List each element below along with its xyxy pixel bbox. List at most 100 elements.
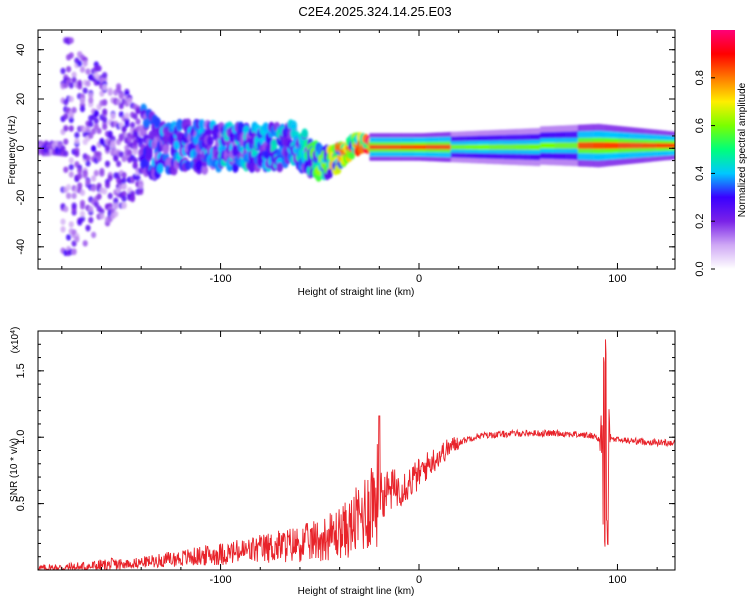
spectrogram-band-cell bbox=[470, 144, 473, 150]
spectrogram-cell bbox=[66, 192, 72, 199]
spectrogram-cell bbox=[102, 108, 108, 115]
spectrogram-band-cell bbox=[417, 144, 420, 150]
spectrogram-cell bbox=[66, 66, 72, 73]
spectrogram-cell bbox=[77, 182, 83, 189]
spectrogram-cell bbox=[154, 117, 161, 128]
spectrogram-cell bbox=[135, 107, 141, 115]
spectrogram-band-cell bbox=[615, 142, 618, 149]
snr-plot-area bbox=[38, 331, 675, 570]
spectrogram-cell bbox=[93, 201, 99, 208]
colorbar-tick-label: 0.0 bbox=[694, 261, 706, 276]
spectrogram-cell bbox=[77, 79, 83, 87]
spectrogram-cell bbox=[96, 182, 102, 190]
spectrogram-band-cell bbox=[484, 144, 487, 150]
spectrogram-cell bbox=[68, 116, 74, 124]
spectrogram-cell bbox=[104, 145, 111, 152]
spectrogram-band-cell bbox=[401, 144, 404, 150]
spectrogram-band-cell bbox=[478, 144, 481, 150]
spectrogram-cell bbox=[118, 151, 124, 158]
spectrogram-cell bbox=[129, 121, 136, 129]
spectrogram-band-cell bbox=[494, 144, 497, 150]
spectrogram-cell bbox=[74, 137, 80, 145]
spectrogram-cell bbox=[231, 146, 239, 157]
spectrogram-cell bbox=[121, 195, 127, 202]
spectrogram-cell bbox=[88, 97, 94, 104]
spectrogram-band-cell bbox=[526, 144, 529, 150]
spectrogram-cell bbox=[63, 205, 69, 213]
spectrogram-band-cell bbox=[557, 142, 561, 149]
spectrogram-band-cell bbox=[423, 144, 426, 150]
spectrogram-cell bbox=[138, 188, 144, 195]
spectrogram-band-cell bbox=[530, 144, 533, 150]
snr-panel: -100 0 100 0.5 1.0 1.5 Height of straight li… bbox=[9, 327, 676, 597]
spectrogram-cell bbox=[96, 127, 102, 135]
spectrogram-cell bbox=[88, 120, 94, 128]
spectrogram-band-cell bbox=[631, 142, 634, 149]
spectrogram-band-cell bbox=[563, 142, 567, 149]
spectrogram-cell bbox=[206, 136, 214, 146]
x-tick-label: 0 bbox=[416, 574, 422, 586]
spectrogram-band-cell bbox=[528, 144, 531, 150]
spectrogram-band-cell bbox=[413, 144, 416, 150]
spectrogram-cell bbox=[85, 126, 91, 133]
spectrogram-cell bbox=[124, 121, 130, 128]
spectrogram-cell bbox=[79, 203, 86, 210]
spectrogram-band-cell bbox=[381, 144, 384, 150]
spectrogram-cell bbox=[102, 99, 108, 106]
spectrogram-cell bbox=[96, 193, 102, 200]
spectrogram-band-cell bbox=[575, 142, 578, 149]
spectrogram-band-cell bbox=[550, 142, 553, 149]
spectrogram-band-cell bbox=[444, 144, 447, 150]
spectrogram-cells bbox=[38, 37, 675, 257]
spectrogram-band-cell bbox=[569, 142, 572, 149]
spectrogram-band-cell bbox=[619, 142, 622, 149]
spectrogram-cell bbox=[79, 97, 86, 104]
spectrogram-cell bbox=[102, 116, 108, 123]
spectrogram-cell bbox=[63, 150, 69, 157]
colorbar-tick-label: 0.6 bbox=[694, 118, 706, 133]
spectrogram-band-cell bbox=[583, 142, 586, 149]
spectrogram-band-cell bbox=[524, 144, 527, 150]
spectrogram-cell bbox=[142, 118, 150, 129]
spectrogram-band-cell bbox=[436, 144, 440, 150]
spectrogram-band-cell bbox=[514, 144, 517, 150]
spectrogram-cell bbox=[195, 160, 203, 171]
spectrogram-cell bbox=[127, 149, 133, 156]
spectrogram-cell bbox=[121, 125, 127, 133]
spectrogram-cell bbox=[68, 163, 74, 171]
spectrogram-band-cell bbox=[518, 144, 521, 150]
spectrogram-cell bbox=[74, 150, 80, 157]
spectrogram-cell bbox=[66, 234, 72, 241]
spectrogram-band-cell bbox=[542, 142, 545, 149]
spectrogram-band-cell bbox=[389, 144, 392, 150]
spectrogram-band-cell bbox=[609, 142, 612, 149]
spectrogram-band-cell bbox=[649, 143, 652, 149]
spectrogram-band-cell bbox=[419, 144, 422, 150]
spectrogram-band-cell bbox=[665, 143, 668, 148]
spectrogram-cell bbox=[74, 236, 80, 243]
spectrogram-cell bbox=[237, 122, 245, 133]
spectrogram-band-cell bbox=[544, 142, 547, 149]
spectrogram-band-cell bbox=[446, 144, 449, 150]
spectrogram-cell bbox=[91, 175, 97, 182]
spectrogram-band-cell bbox=[434, 144, 438, 150]
spectrogram-band-cell bbox=[627, 142, 630, 149]
spectrogram-band-cell bbox=[428, 144, 432, 150]
spectrogram-band-cell bbox=[581, 142, 584, 149]
x-tick-label: 100 bbox=[608, 574, 626, 586]
spectrogram-cell bbox=[88, 216, 94, 224]
spectrogram-band-cell bbox=[393, 144, 396, 150]
spectrogram-cell bbox=[93, 117, 99, 125]
spectrogram-cell bbox=[102, 123, 108, 130]
spectrogram-band-cell bbox=[462, 144, 465, 150]
y-tick-label: -40 bbox=[15, 239, 27, 255]
spectrogram-cell bbox=[77, 167, 83, 175]
spectrogram-band-cell bbox=[375, 144, 378, 150]
spectrogram-band-cell bbox=[432, 144, 436, 150]
spectrogram-cell bbox=[71, 192, 77, 199]
y-tick-label: 0 bbox=[15, 145, 27, 151]
spectrogram-frame bbox=[37, 29, 676, 270]
spectrogram-band-cell bbox=[397, 144, 400, 150]
spectrogram-band-cell bbox=[377, 144, 380, 150]
spectrogram-band-cell bbox=[474, 144, 477, 150]
